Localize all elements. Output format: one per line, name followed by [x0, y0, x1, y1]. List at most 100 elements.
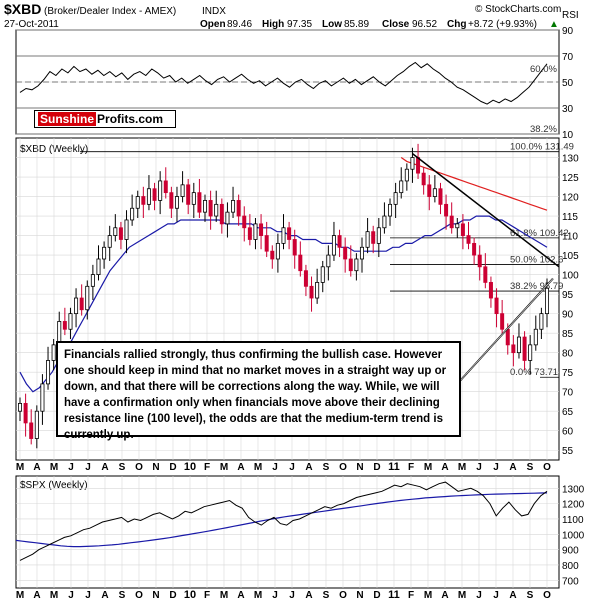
declining-resistance-line [411, 153, 560, 268]
candle-body [416, 157, 421, 174]
candle-body [85, 285, 90, 311]
spx-tick-label: 1300 [562, 484, 585, 495]
candle-body [432, 188, 437, 197]
candle-body [365, 231, 370, 248]
candle-body [51, 344, 56, 361]
candle-body [505, 328, 510, 346]
month-tick-label: 11 [388, 461, 400, 473]
price-tick-label: 110 [562, 232, 578, 243]
chg-value: +8.72 (+9.93%) [468, 19, 537, 30]
spx-month-tick-label: J [85, 590, 91, 601]
candle-body [337, 235, 342, 248]
open-value: 89.46 [227, 19, 252, 30]
price-tick-label: 55 [562, 446, 574, 457]
spx-tick-labels: 700 800 900 1000 1100 1200 1300 [562, 484, 585, 587]
rsi-label-bottom: 38.2% [530, 124, 557, 135]
price-tick-label: 65 [562, 407, 574, 418]
exchange: INDX [202, 6, 226, 17]
rsi-tick-labels: 10 30 50 70 90 [562, 26, 574, 141]
rsi-tick-label: 30 [562, 104, 574, 115]
candle-body [62, 321, 67, 330]
candle-body [472, 242, 477, 256]
candle-body [359, 246, 364, 260]
spx-month-tick-label: S [323, 590, 330, 601]
symbol: $XBD [4, 1, 41, 17]
month-tick-label: A [509, 462, 516, 473]
candle-body [343, 246, 348, 260]
candle-body [236, 200, 241, 217]
month-tick-label: F [408, 462, 414, 473]
spx-month-tick-label: M [16, 590, 24, 601]
spx-tick-label: 900 [562, 546, 579, 557]
price-tick-label: 125 [562, 173, 579, 184]
month-tick-label: J [68, 462, 74, 473]
spx-month-tick-label: J [272, 590, 278, 601]
spx-month-tick-label: O [339, 590, 347, 601]
watermark: © StockCharts.com [475, 4, 561, 15]
candle-body [34, 410, 39, 439]
candle-body [40, 383, 45, 412]
candle-body [287, 227, 292, 240]
spx-month-tick-label: M [254, 590, 262, 601]
spx-month-tick-label: J [68, 590, 74, 601]
candle-body [74, 297, 79, 315]
candle-body [528, 344, 533, 361]
candle-body [130, 207, 135, 221]
candle-body [388, 203, 393, 217]
spx-month-tick-label: D [169, 590, 176, 601]
candle-body [107, 235, 112, 248]
month-tick-label: S [527, 462, 534, 473]
month-tick-label: M [220, 462, 228, 473]
candle-body [488, 282, 493, 299]
candle-body [197, 192, 202, 213]
candle-body [225, 211, 230, 225]
spx-month-tick-label: M [458, 590, 466, 601]
candle-body [152, 188, 157, 201]
candle-body [315, 282, 320, 299]
support-trendline-inner [458, 278, 554, 383]
candle-body [539, 313, 544, 330]
spx-month-tick-label: J [289, 590, 295, 601]
month-tick-label: N [356, 462, 363, 473]
fib-level-label: 0.0% 73.71 [510, 367, 558, 378]
rsi-tick-label: 10 [562, 130, 574, 141]
month-tick-label: A [441, 462, 448, 473]
month-tick-label: A [101, 462, 108, 473]
month-tick-label: M [50, 462, 58, 473]
month-tick-label: J [493, 462, 499, 473]
candle-body [438, 188, 443, 205]
candle-body [545, 287, 550, 315]
candle-body [331, 235, 336, 256]
candle-body [17, 403, 22, 412]
candle-body [186, 184, 191, 205]
spx-month-tick-label: M [424, 590, 432, 601]
candle-body [354, 258, 359, 272]
price-tick-label: 80 [562, 349, 574, 360]
date: 27-Oct-2011 [4, 19, 59, 30]
fib-level-label: 38.2% 95.79 [510, 281, 563, 292]
candle-body [180, 184, 185, 197]
spx-month-tick-label: D [373, 590, 380, 601]
candle-body [427, 184, 432, 197]
candle-body [68, 313, 73, 330]
spx-moving-average-line [15, 492, 548, 548]
price-tick-label: 100 [562, 271, 579, 282]
spx-month-tick-label: O [543, 590, 551, 601]
index-name: (Broker/Dealer Index - AMEX) [44, 6, 176, 17]
candle-body [399, 180, 404, 194]
price-tick-label: 120 [562, 193, 579, 204]
trendlines [411, 153, 560, 383]
candle-body [522, 336, 527, 361]
candle-body [174, 196, 179, 209]
month-axis: M A M J J A S O N D 10 F M A M J J A S O N D 11 F M A M J J A S O [16, 461, 551, 473]
price-tick-label: 70 [562, 388, 574, 399]
candle-body [242, 215, 247, 229]
candle-body [421, 172, 426, 186]
candle-body [102, 246, 107, 260]
month-tick-label: A [33, 462, 40, 473]
candle-body [253, 223, 258, 240]
candle-body [231, 200, 236, 213]
candle-body [203, 200, 208, 213]
candle-body [298, 254, 303, 272]
